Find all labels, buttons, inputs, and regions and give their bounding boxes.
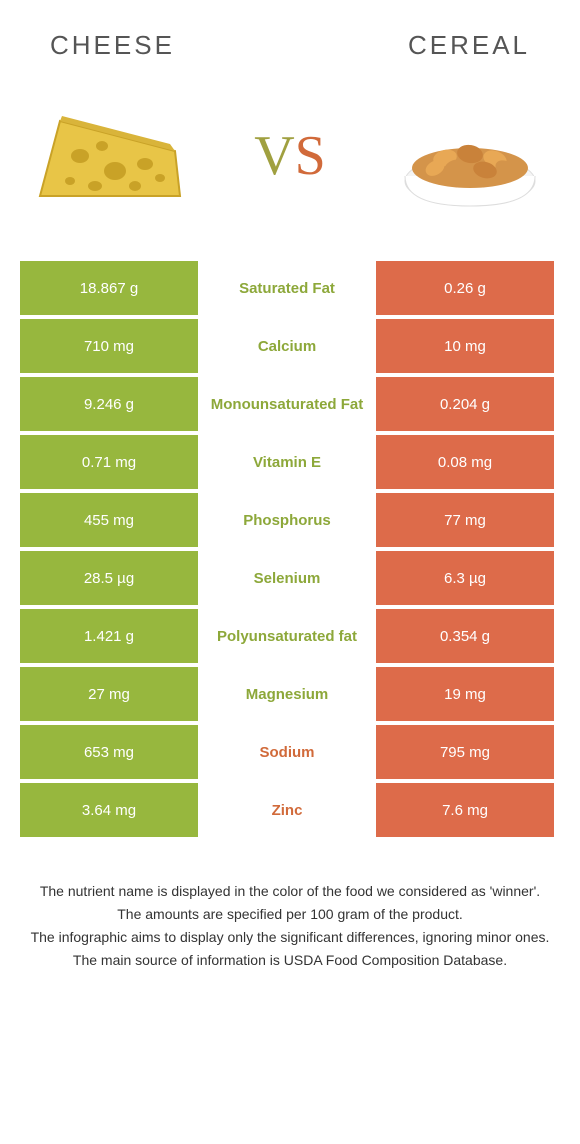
left-value: 18.867 g	[20, 261, 198, 315]
table-row: 28.5 µgSelenium6.3 µg	[20, 551, 560, 605]
left-value: 455 mg	[20, 493, 198, 547]
table-row: 9.246 gMonounsaturated Fat0.204 g	[20, 377, 560, 431]
left-value: 28.5 µg	[20, 551, 198, 605]
cereal-image	[390, 91, 550, 221]
right-value: 0.08 mg	[376, 435, 554, 489]
nutrient-name: Monounsaturated Fat	[198, 377, 376, 431]
table-row: 1.421 gPolyunsaturated fat0.354 g	[20, 609, 560, 663]
right-value: 795 mg	[376, 725, 554, 779]
left-value: 3.64 mg	[20, 783, 198, 837]
left-value: 0.71 mg	[20, 435, 198, 489]
left-value: 710 mg	[20, 319, 198, 373]
left-value: 9.246 g	[20, 377, 198, 431]
footnote-line: The amounts are specified per 100 gram o…	[30, 904, 550, 925]
footnote-line: The main source of information is USDA F…	[30, 950, 550, 971]
table-row: 27 mgMagnesium19 mg	[20, 667, 560, 721]
nutrient-name: Sodium	[198, 725, 376, 779]
left-value: 27 mg	[20, 667, 198, 721]
table-row: 710 mgCalcium10 mg	[20, 319, 560, 373]
table-row: 0.71 mgVitamin E0.08 mg	[20, 435, 560, 489]
table-row: 18.867 gSaturated Fat0.26 g	[20, 261, 560, 315]
nutrient-name: Polyunsaturated fat	[198, 609, 376, 663]
nutrient-name: Phosphorus	[198, 493, 376, 547]
vs-v: V	[254, 125, 294, 187]
cheese-image	[30, 91, 190, 221]
nutrient-name: Zinc	[198, 783, 376, 837]
right-value: 10 mg	[376, 319, 554, 373]
left-value: 1.421 g	[20, 609, 198, 663]
nutrient-name: Selenium	[198, 551, 376, 605]
right-value: 0.26 g	[376, 261, 554, 315]
right-value: 77 mg	[376, 493, 554, 547]
comparison-table: 18.867 gSaturated Fat0.26 g710 mgCalcium…	[0, 261, 580, 837]
right-value: 7.6 mg	[376, 783, 554, 837]
images-row: VS	[0, 71, 580, 261]
left-food-title: CHEESE	[50, 30, 175, 61]
footnotes: The nutrient name is displayed in the co…	[0, 841, 580, 993]
right-value: 19 mg	[376, 667, 554, 721]
footnote-line: The nutrient name is displayed in the co…	[30, 881, 550, 902]
nutrient-name: Vitamin E	[198, 435, 376, 489]
header: CHEESE CEREAL	[0, 0, 580, 71]
nutrient-name: Saturated Fat	[198, 261, 376, 315]
table-row: 653 mgSodium795 mg	[20, 725, 560, 779]
vs-s: S	[295, 125, 326, 187]
table-row: 455 mgPhosphorus77 mg	[20, 493, 560, 547]
table-row: 3.64 mgZinc7.6 mg	[20, 783, 560, 837]
nutrient-name: Calcium	[198, 319, 376, 373]
right-food-title: CEREAL	[408, 30, 530, 61]
right-value: 6.3 µg	[376, 551, 554, 605]
nutrient-name: Magnesium	[198, 667, 376, 721]
left-value: 653 mg	[20, 725, 198, 779]
vs-label: VS	[254, 124, 326, 188]
right-value: 0.204 g	[376, 377, 554, 431]
right-value: 0.354 g	[376, 609, 554, 663]
footnote-line: The infographic aims to display only the…	[30, 927, 550, 948]
